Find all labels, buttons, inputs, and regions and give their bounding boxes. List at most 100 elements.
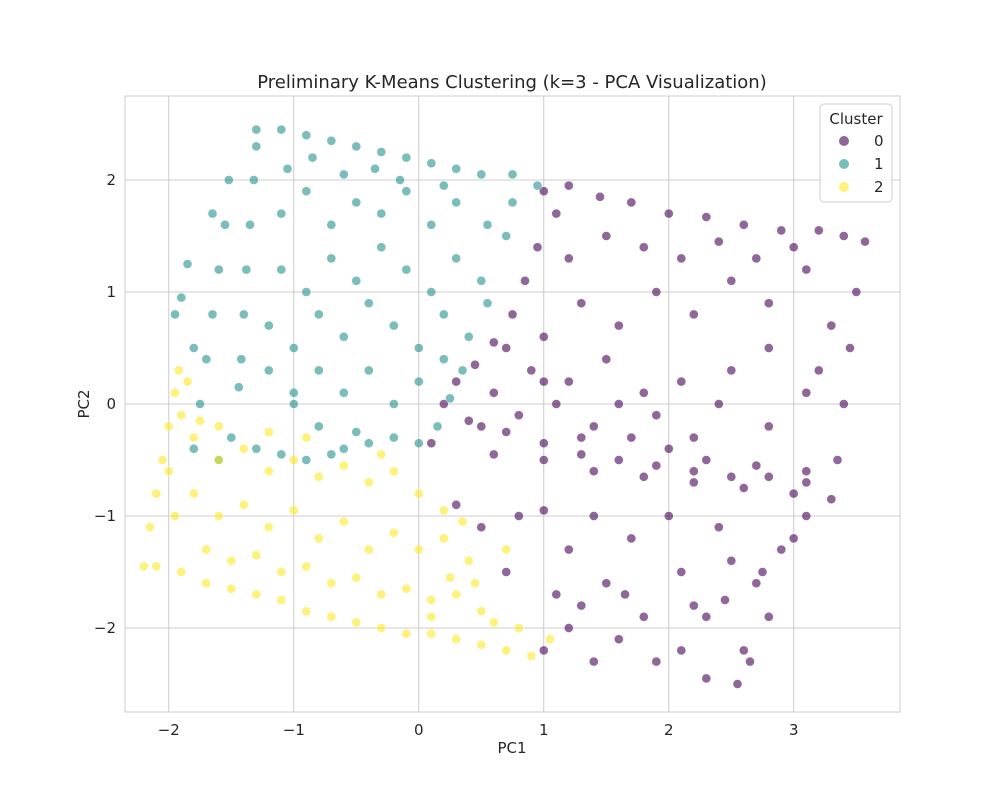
data-point — [676, 376, 687, 387]
data-point — [339, 460, 349, 471]
data-point — [764, 343, 774, 353]
data-point — [745, 656, 755, 667]
data-point — [614, 320, 624, 331]
data-point — [701, 612, 712, 622]
data-point — [739, 220, 749, 230]
data-point — [801, 264, 812, 275]
data-point — [170, 388, 180, 398]
data-point — [507, 309, 518, 320]
data-point — [788, 533, 799, 544]
data-point — [214, 421, 224, 432]
data-point — [764, 472, 774, 482]
data-point — [326, 578, 337, 588]
data-point — [664, 511, 674, 521]
data-point — [451, 197, 461, 208]
data-point — [151, 488, 162, 499]
y-axis-label: PC2 — [75, 389, 93, 418]
data-point — [301, 606, 312, 616]
data-point — [251, 444, 262, 454]
data-point — [364, 477, 374, 488]
data-point — [564, 376, 574, 387]
data-point — [226, 556, 237, 566]
data-point — [301, 186, 312, 196]
data-point — [589, 656, 599, 667]
data-point — [214, 455, 224, 465]
data-point — [851, 287, 862, 297]
data-point — [389, 320, 399, 331]
data-point — [314, 533, 324, 544]
data-point — [764, 612, 774, 622]
data-point — [241, 264, 252, 275]
data-point — [676, 567, 687, 577]
data-point — [482, 220, 493, 230]
y-tick-label: 2 — [106, 171, 116, 189]
data-point — [689, 432, 699, 443]
data-point — [301, 287, 312, 297]
data-point — [714, 236, 724, 247]
data-point — [224, 175, 234, 185]
data-point — [189, 444, 199, 454]
data-point — [539, 332, 549, 342]
data-point — [514, 511, 524, 521]
series-1 — [170, 124, 543, 465]
data-point — [788, 488, 799, 499]
data-point — [439, 309, 449, 320]
data-point — [439, 399, 449, 409]
data-point — [532, 242, 543, 252]
data-point — [651, 410, 662, 420]
data-point — [414, 488, 424, 499]
data-point — [276, 595, 287, 605]
data-point — [351, 572, 362, 583]
data-point — [539, 186, 549, 196]
data-point — [326, 612, 337, 622]
data-point — [776, 544, 787, 555]
data-point — [376, 623, 387, 633]
data-point — [757, 567, 768, 577]
data-point — [776, 225, 787, 236]
data-point — [307, 152, 318, 163]
data-point — [501, 544, 511, 555]
data-point — [788, 242, 799, 252]
data-point — [539, 438, 549, 448]
data-point — [314, 472, 324, 482]
data-point — [764, 298, 774, 308]
data-point — [526, 365, 537, 376]
data-point — [701, 212, 712, 222]
data-point — [539, 505, 549, 516]
data-point — [376, 208, 387, 219]
data-point — [207, 208, 218, 219]
data-point — [764, 421, 774, 432]
data-point — [426, 220, 437, 230]
data-point — [201, 544, 212, 555]
data-point — [451, 253, 461, 264]
data-point — [751, 578, 762, 588]
data-point — [189, 432, 199, 443]
data-point — [239, 500, 249, 510]
data-point — [176, 410, 187, 420]
data-point — [564, 544, 574, 555]
data-point — [239, 309, 249, 320]
data-point — [289, 343, 299, 353]
data-point — [839, 231, 849, 241]
data-point — [476, 276, 487, 286]
data-point — [576, 600, 587, 611]
data-point — [726, 556, 737, 566]
data-point — [414, 544, 424, 555]
data-point — [251, 124, 262, 135]
legend-label-2: 2 — [874, 178, 884, 196]
data-points — [139, 124, 870, 689]
data-point — [545, 634, 555, 644]
data-point — [326, 136, 337, 146]
data-point — [689, 477, 699, 488]
data-point — [664, 208, 674, 219]
series-0 — [426, 180, 870, 689]
data-point — [701, 673, 712, 684]
data-point — [201, 354, 212, 364]
data-point — [220, 220, 230, 230]
data-point — [426, 158, 437, 168]
chart-title: Preliminary K-Means Clustering (k=3 - PC… — [257, 72, 766, 93]
data-point — [157, 455, 168, 465]
data-point — [301, 432, 312, 443]
data-point — [414, 376, 424, 387]
data-point — [389, 466, 399, 476]
